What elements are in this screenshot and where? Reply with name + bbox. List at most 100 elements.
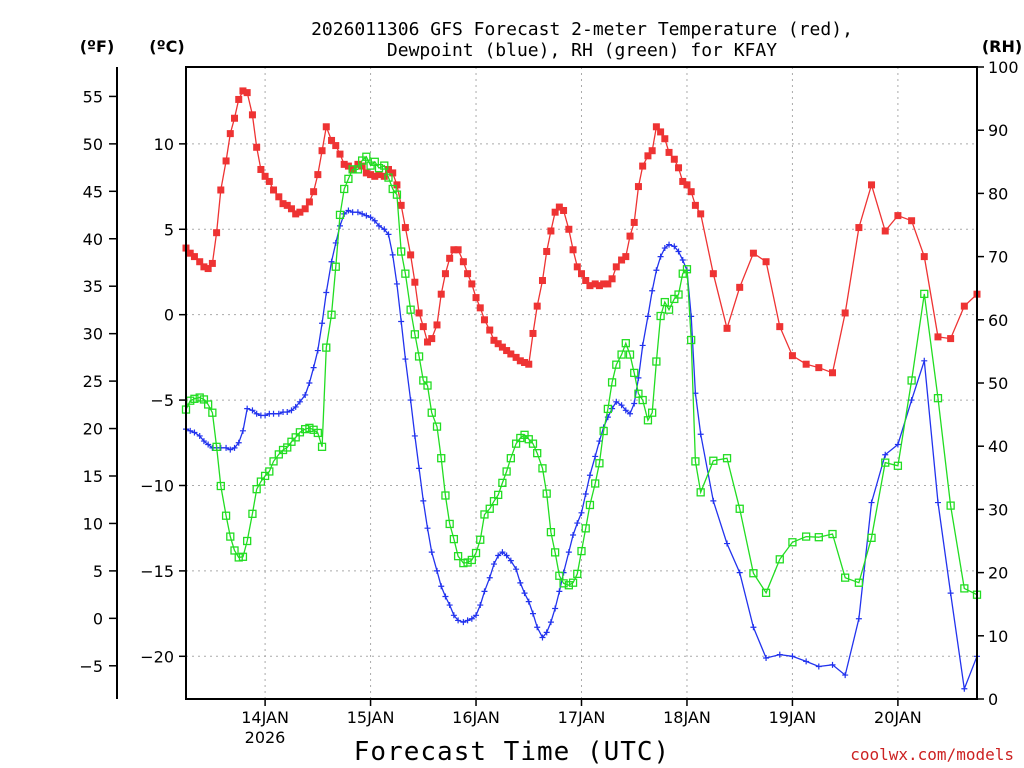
dewpoint-point [411,432,418,439]
dewpoint-point [815,663,822,670]
rh-point [256,477,266,486]
rh-point [599,426,608,436]
temperature-point [362,169,370,177]
temperature-point [691,201,699,209]
rh-point [287,437,296,446]
temperature-point [560,206,568,214]
temperature-point [283,201,291,209]
rh-point [920,289,929,299]
temperature-point [437,290,445,298]
credit-label: coolwx.com/models [850,745,1014,764]
dewpoint-point [521,590,528,597]
rh-point [203,400,213,409]
dewpoint-point [223,444,230,451]
temperature-point [265,177,273,185]
dewpoint-point [349,209,356,216]
rh-point [775,555,784,564]
dewpoint-point [649,287,656,294]
dewpoint-point [675,248,682,255]
temperature-point [248,111,256,119]
temperature-point [354,160,362,168]
temperature-point [261,172,269,180]
dewpoint-point [359,210,366,217]
temperature-point [208,259,216,267]
series-rh [181,152,982,599]
temperature-point [634,183,642,191]
temperature-point [332,142,340,150]
dewpoint-point [894,441,901,448]
rh-point [607,378,617,387]
rh-point [353,165,363,174]
rh-point [317,442,327,451]
temperature-point [503,347,511,355]
rh-tick-label: 100 [988,58,1019,77]
dewpoint-point [578,509,585,516]
temperature-point [314,171,322,179]
rh-tick-label: 80 [988,184,1008,203]
rh-point [441,491,450,500]
rh-point [410,330,420,339]
temperature-point [551,208,559,216]
dewpoint-point [547,619,554,626]
temperature-point [301,205,309,213]
temperature-point [555,203,563,211]
temperature-point [736,283,744,291]
dewpoint-point [552,605,559,612]
dewpoint-point [750,624,757,631]
rh-point [506,454,515,463]
dewpoint-point [609,405,616,412]
x-tick-label: 16JAN [452,708,500,727]
temperature-point [446,254,454,262]
rh-point [960,584,969,593]
dewpoint-point [196,432,203,439]
dewpoint-point [249,407,256,414]
rh-point [195,393,204,402]
fahrenheit-tick-label: 40 [83,230,103,249]
rh-point [423,381,432,390]
dewpoint-point [582,491,589,498]
dewpoint-point [657,253,664,260]
temperature-point [380,172,388,180]
dewpoint-point [592,453,599,460]
rh-point [881,458,890,467]
rh-point [841,573,850,582]
dewpoint-point [262,412,269,419]
temperature-point [538,277,546,285]
temperature-point [648,147,656,155]
dewpoint-point [371,217,378,224]
temperature-point [934,333,942,341]
x-tick-label: 18JAN [663,708,711,727]
rh-tick-label: 30 [988,500,1008,519]
dewpoint-point [310,364,317,371]
rh-point [648,408,657,417]
temperature-point [644,152,652,160]
dewpoint-point [539,634,546,641]
rh-point [305,423,314,433]
temperature-point [586,282,594,290]
dewpoint-point [570,532,577,539]
dewpoint-point [477,602,484,609]
celsius-tick-label: 5 [164,220,174,239]
temperature-point [547,227,555,235]
dewpoint-point [253,410,260,417]
rh-tick-label: 70 [988,248,1008,267]
temperature-point [762,258,770,266]
temperature-point [507,350,515,358]
temperature-point [516,357,524,365]
rh-point [208,408,217,417]
temperature-point [920,253,928,261]
rh-point [437,454,446,463]
dewpoint-point [389,251,396,258]
temperature-point [318,147,326,155]
temperature-point [384,165,392,173]
temperature-point [243,89,251,97]
temperature-point [204,265,212,273]
rh-point [485,504,494,513]
temperature-point [480,316,488,324]
temperature-point [222,157,230,165]
dewpoint-point [503,552,510,559]
rh-point [362,152,371,161]
rh-tick-label: 50 [988,374,1008,393]
fahrenheit-tick-label: 5 [93,562,103,581]
rh-point [212,442,221,451]
